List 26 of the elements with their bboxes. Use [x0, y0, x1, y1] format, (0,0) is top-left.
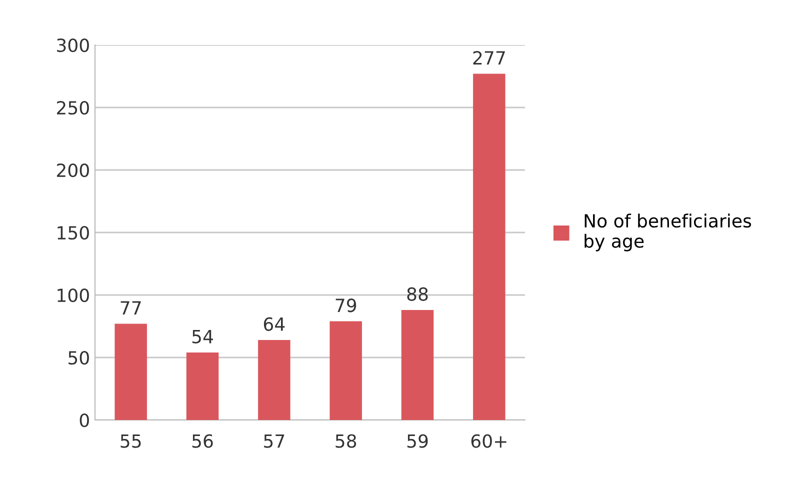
x-tick-label: 59 — [407, 434, 428, 448]
bar — [114, 324, 147, 420]
data-label: 277 — [473, 51, 505, 64]
bar — [330, 321, 362, 420]
bar — [186, 352, 219, 420]
data-label: 64 — [264, 317, 285, 331]
y-tick-label: 250 — [57, 100, 89, 115]
y-tick-label: 0 — [80, 413, 89, 428]
y-tick-label: 200 — [57, 163, 89, 178]
y-tick-label: 300 — [57, 38, 89, 52]
bar — [258, 340, 290, 420]
legend-label: No of beneficiaries by age — [584, 214, 752, 252]
x-tick-label: 58 — [336, 434, 356, 448]
data-label: 79 — [336, 298, 356, 312]
y-tick-label: 100 — [58, 288, 89, 302]
y-tick-label: 50 — [68, 350, 89, 365]
bar — [401, 310, 434, 420]
x-tick-label: 55 — [120, 434, 141, 448]
data-label: 88 — [407, 287, 428, 301]
y-tick-label: 150 — [58, 226, 89, 240]
x-tick-label: 60+ — [471, 434, 506, 448]
x-tick-label: 57 — [264, 434, 284, 448]
bar — [473, 74, 506, 420]
x-tick-label: 56 — [192, 434, 213, 448]
data-label: 77 — [120, 301, 141, 314]
data-label: 54 — [192, 330, 213, 344]
